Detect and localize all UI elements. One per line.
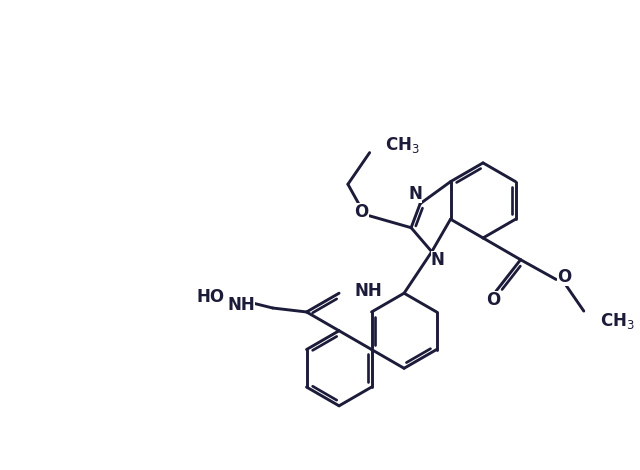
Text: O: O	[486, 291, 500, 309]
Text: O: O	[355, 203, 369, 221]
Text: N: N	[431, 251, 445, 269]
Text: CH$_3$: CH$_3$	[600, 311, 634, 331]
Text: NH: NH	[355, 282, 383, 300]
Text: HO: HO	[197, 288, 225, 306]
Text: O: O	[557, 268, 571, 287]
Text: N: N	[408, 185, 422, 203]
Text: CH$_3$: CH$_3$	[385, 135, 420, 155]
Text: NH: NH	[227, 296, 255, 314]
